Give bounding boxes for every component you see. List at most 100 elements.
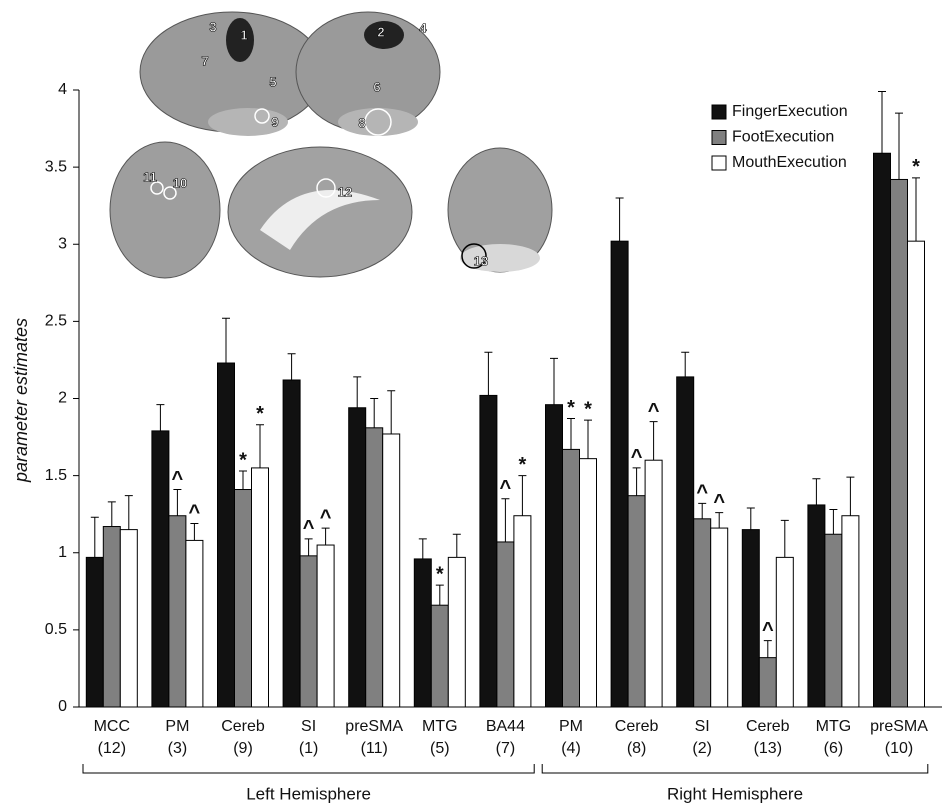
group-bracket: [83, 764, 534, 773]
bar: [908, 241, 925, 707]
x-tick-label: PM: [165, 718, 189, 735]
bar: [742, 530, 759, 707]
bar: [152, 431, 169, 707]
x-tick-label: Cereb: [615, 718, 659, 735]
bar: [169, 516, 186, 707]
error-bar: [501, 499, 509, 542]
x-tick-label: Cereb: [746, 718, 790, 735]
bar: [546, 405, 563, 707]
group-label: Right Hemisphere: [667, 784, 803, 803]
bar: [349, 408, 366, 707]
brain-label: 13: [474, 253, 488, 268]
error-bar: [190, 523, 198, 540]
region-number: (2): [692, 740, 712, 757]
y-axis-label: parameter estimates: [11, 318, 31, 483]
bar: [480, 395, 497, 707]
bar: [514, 516, 531, 707]
bar: [580, 459, 597, 707]
error-bar: [453, 534, 461, 557]
error-bar: [322, 528, 330, 545]
y-tick-label: 2: [58, 390, 67, 407]
brain-label: 4: [419, 20, 427, 35]
error-bar: [812, 479, 820, 505]
y-tick-label: 0.5: [45, 621, 67, 638]
significance-marker: ^: [303, 517, 315, 539]
significance-marker: *: [912, 156, 920, 178]
region-number: (11): [361, 740, 388, 757]
y-tick-label: 1: [58, 544, 67, 561]
significance-marker: ^: [320, 506, 332, 528]
error-bar: [156, 405, 164, 431]
bar: [759, 658, 776, 707]
error-bar: [173, 490, 181, 516]
bar: [103, 527, 120, 707]
legend-label: FingerExecution: [732, 103, 848, 120]
region-number: (8): [627, 740, 647, 757]
y-tick-label: 4: [58, 81, 67, 98]
bar: [645, 460, 662, 707]
region-number: (1): [299, 740, 319, 757]
error-bar: [370, 399, 378, 428]
x-tick-label: Cereb: [221, 718, 265, 735]
error-bar: [419, 539, 427, 559]
bar: [677, 377, 694, 707]
bar: [711, 528, 728, 707]
bar: [694, 519, 711, 707]
bar: [825, 534, 842, 707]
significance-marker: ^: [648, 400, 660, 422]
bar: [776, 557, 793, 707]
x-tick-label: SI: [301, 718, 316, 735]
brain-label: 7: [201, 53, 208, 68]
error-bar: [616, 198, 624, 241]
brain-label: 1: [240, 27, 247, 42]
region-number: (12): [98, 740, 126, 757]
error-bar: [305, 539, 313, 556]
error-bar: [353, 377, 361, 408]
legend-label: MouthExecution: [732, 154, 847, 171]
significance-marker: ^: [500, 477, 512, 499]
error-bar: [91, 517, 99, 557]
error-bar: [584, 420, 592, 459]
brain-label: 2: [377, 24, 384, 39]
significance-marker: ^: [762, 619, 774, 641]
error-bar: [518, 476, 526, 516]
bar: [414, 559, 431, 707]
x-tick-label: PM: [559, 718, 583, 735]
error-bar: [436, 585, 444, 605]
significance-marker: ^: [696, 482, 708, 504]
significance-marker: *: [519, 454, 527, 476]
bar: [448, 557, 465, 707]
chart: parameter estimates 00.511.522.533.54MCC…: [0, 0, 942, 806]
significance-marker: ^: [631, 446, 643, 468]
bar: [218, 363, 235, 707]
error-bar: [567, 419, 575, 450]
bar: [252, 468, 269, 707]
x-tick-label: preSMA: [870, 718, 928, 735]
brain-label: 5: [269, 74, 276, 89]
y-tick-label: 3: [58, 235, 67, 252]
significance-marker: ^: [172, 468, 184, 490]
x-tick-label: MCC: [94, 718, 130, 735]
region-number: (6): [824, 740, 844, 757]
error-bar: [650, 422, 658, 461]
x-tick-label: BA44: [486, 718, 525, 735]
brain-label: 11: [143, 169, 157, 184]
x-tick-label: preSMA: [345, 718, 403, 735]
error-bar: [125, 496, 133, 530]
bar: [300, 556, 317, 707]
brain-label: 12: [338, 184, 352, 199]
bar: [842, 516, 859, 707]
significance-marker: ^: [713, 491, 725, 513]
error-bar: [878, 92, 886, 154]
group-label: Left Hemisphere: [246, 784, 371, 803]
bar: [120, 530, 137, 707]
bar: [283, 380, 300, 707]
brain-label: 6: [373, 79, 380, 94]
significance-marker: *: [239, 449, 247, 471]
error-bar: [108, 502, 116, 527]
x-tick-label: SI: [695, 718, 710, 735]
brain-label: 8: [358, 115, 365, 130]
error-bar: [222, 318, 230, 363]
significance-marker: ^: [189, 502, 201, 524]
error-bar: [912, 178, 920, 241]
